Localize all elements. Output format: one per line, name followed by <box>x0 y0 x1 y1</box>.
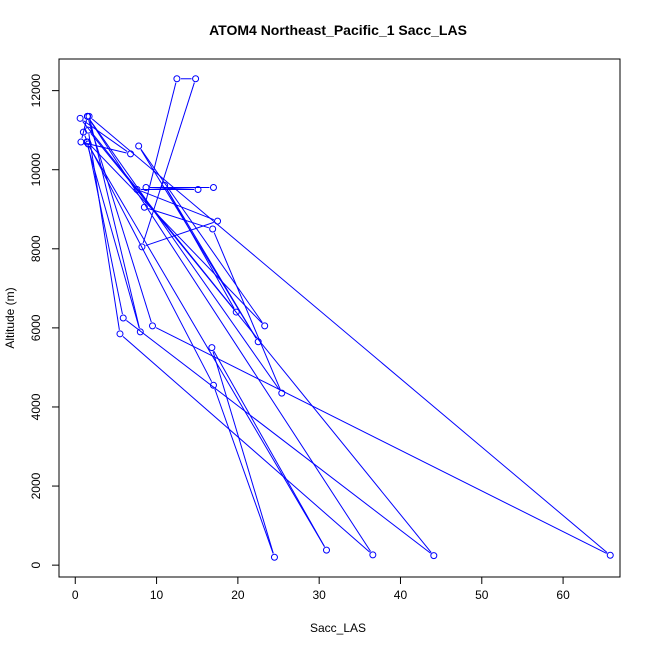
x-tick-label: 40 <box>394 588 408 602</box>
series-segment <box>212 351 274 554</box>
data-point <box>254 338 262 346</box>
series-segment <box>91 118 608 554</box>
data-point <box>136 328 144 336</box>
data-point <box>322 546 330 554</box>
series-segment <box>82 121 235 310</box>
data-point <box>173 75 181 83</box>
x-tick-label: 10 <box>150 588 164 602</box>
x-tick-label: 60 <box>556 588 570 602</box>
series-segment <box>213 232 281 390</box>
series-segment <box>166 188 235 309</box>
y-tick-label: 4000 <box>29 393 43 420</box>
series-segment <box>214 388 274 554</box>
data-point <box>83 138 91 146</box>
x-tick-label: 50 <box>475 588 489 602</box>
series-segment <box>84 142 127 154</box>
series-segment <box>89 147 213 382</box>
data-point <box>430 552 438 560</box>
y-tick-label: 2000 <box>29 472 43 499</box>
series-segment <box>213 350 325 547</box>
series-segment <box>88 134 120 330</box>
series-segment <box>87 145 123 315</box>
series-segment <box>145 221 214 247</box>
data-point <box>369 551 377 559</box>
series-segment <box>89 119 372 552</box>
data-point <box>127 150 135 158</box>
data-point <box>138 243 146 251</box>
series-segment <box>89 119 280 391</box>
series-segment <box>87 145 140 329</box>
data-point <box>140 203 148 211</box>
series-segment <box>88 145 325 547</box>
y-tick-label: 6000 <box>29 314 43 341</box>
data-point <box>214 217 222 225</box>
data-point <box>192 75 200 83</box>
chart-title: ATOM4 Northeast_Pacific_1 Sacc_LAS <box>209 22 467 38</box>
x-axis-label: Sacc_LAS <box>310 621 366 635</box>
y-axis-label: Altitude (m) <box>3 287 17 348</box>
data-point <box>606 551 614 559</box>
y-tick-label: 10000 <box>29 153 43 187</box>
series-lines <box>81 78 608 554</box>
x-tick-label: 30 <box>312 588 326 602</box>
series-segment <box>89 120 140 329</box>
data-point <box>261 322 269 330</box>
series-segment <box>155 327 607 554</box>
series-segment <box>142 82 195 244</box>
y-tick-label: 0 <box>29 561 43 568</box>
x-axis: 0 10 20 30 40 50 60 <box>72 576 570 602</box>
data-point <box>161 182 169 190</box>
series-segment <box>166 188 257 339</box>
y-tick-label: 8000 <box>29 235 43 262</box>
data-point <box>208 344 216 352</box>
x-tick-label: 20 <box>231 588 245 602</box>
data-point <box>270 553 278 561</box>
data-point <box>135 142 143 150</box>
series-segment <box>140 148 263 323</box>
data-point <box>209 225 217 233</box>
x-tick-label: 0 <box>72 588 79 602</box>
data-point <box>83 112 91 120</box>
data-point <box>232 308 240 316</box>
data-point <box>142 184 150 192</box>
data-point <box>116 330 124 338</box>
series-segment <box>148 208 210 229</box>
data-point <box>76 114 84 122</box>
data-point <box>278 389 286 397</box>
series-segment <box>144 82 177 204</box>
data-point <box>84 126 92 134</box>
data-point <box>209 184 217 192</box>
series-segment <box>126 320 431 554</box>
plot-area-frame <box>58 58 621 578</box>
data-point <box>209 381 217 389</box>
data-point <box>133 185 141 193</box>
y-axis: 0 2000 4000 6000 8000 10000 12000 <box>29 74 60 568</box>
data-point <box>119 314 127 322</box>
data-point <box>77 138 85 146</box>
series-segment <box>89 144 263 324</box>
data-point <box>194 185 202 193</box>
series-segment <box>122 336 371 553</box>
series-points <box>76 75 614 561</box>
y-tick-label: 12000 <box>29 74 43 108</box>
series-segment <box>140 190 215 221</box>
series-segment <box>83 120 128 153</box>
data-point <box>149 322 156 330</box>
